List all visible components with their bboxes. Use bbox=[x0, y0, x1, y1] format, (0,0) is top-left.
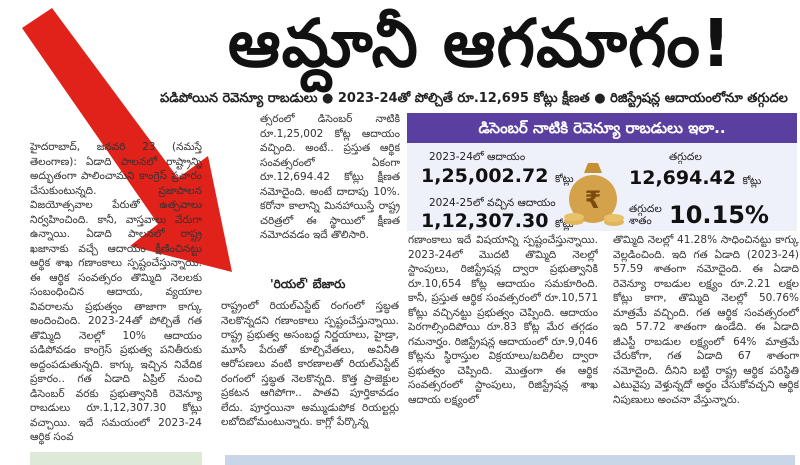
bottom-image-strip bbox=[225, 455, 795, 465]
money-bag-coins-icon: ₹ bbox=[564, 163, 624, 226]
infobox-title: డిసెంబర్ నాటికి రెవెన్యూ రాబడులు ఇలా.. bbox=[407, 113, 797, 143]
decline-figure: 12,694.42 కోట్లు bbox=[629, 167, 761, 189]
article-column-1: హైదరాబాద్, జనవరి 23 (నమస్తే తెలంగాణ): ఏడ… bbox=[30, 141, 202, 443]
revenue-infobox: డిసెంబర్ నాటికి రెవెన్యూ రాబడులు ఇలా.. 2… bbox=[407, 113, 797, 232]
section-subhead: 'రియల్' బేజారు bbox=[270, 277, 346, 291]
rupee-symbol: ₹ bbox=[585, 186, 602, 214]
subheadline: పడిపోయిన రెవెన్యూ రాబడులు ● 2023-24తో పో… bbox=[160, 91, 788, 106]
article-column-4: తొమ్మిది నెలల్లో 41.28% సాధించినట్టు కాగ… bbox=[613, 234, 799, 406]
income-2024-unit: కోట్లు bbox=[555, 219, 574, 230]
decline-arrow-icon bbox=[22, 8, 232, 272]
article-column-2-top: త్సరంలో డిసెంబర్ నాటికి రూ.1,25,002 కోట్… bbox=[260, 113, 400, 241]
decline-label: తగ్గుదల bbox=[669, 151, 702, 163]
article-column-2-bottom: రాష్ట్రంలో రియల్ఎస్టేట్ రంగంలో స్తబ్ధత న… bbox=[221, 300, 399, 428]
article-column-3: గణాంకాలు ఇదే విషయాన్ని స్పష్టంచేస్తున్నా… bbox=[408, 234, 598, 406]
decline-unit: కోట్లు bbox=[742, 176, 762, 187]
income-2023-unit: కోట్లు bbox=[555, 174, 574, 185]
income-2024-figure: 1,12,307.30 కోట్లు bbox=[421, 210, 574, 232]
decline-value: 12,694.42 bbox=[629, 167, 736, 189]
decline-percent-label: తగ్గుదల శాతం bbox=[629, 203, 662, 227]
income-2024-label: 2024-25లో వచ్చిన ఆదాయం bbox=[429, 197, 556, 209]
bottom-banner-strip bbox=[30, 452, 202, 465]
headline: ఆమ్దానీ ఆగమాగం! bbox=[227, 5, 733, 82]
income-2023-figure: 1,25,002.72 కోట్లు bbox=[421, 165, 574, 187]
decline-percent-figure: 10.15% bbox=[669, 201, 769, 229]
income-2024-value: 1,12,307.30 bbox=[421, 210, 549, 232]
income-2023-label: 2023-24లో ఆదాయం bbox=[429, 151, 526, 163]
income-2023-value: 1,25,002.72 bbox=[421, 165, 549, 187]
decline-percent-value: 10.15 bbox=[669, 201, 745, 229]
percent-sign: % bbox=[744, 201, 769, 229]
